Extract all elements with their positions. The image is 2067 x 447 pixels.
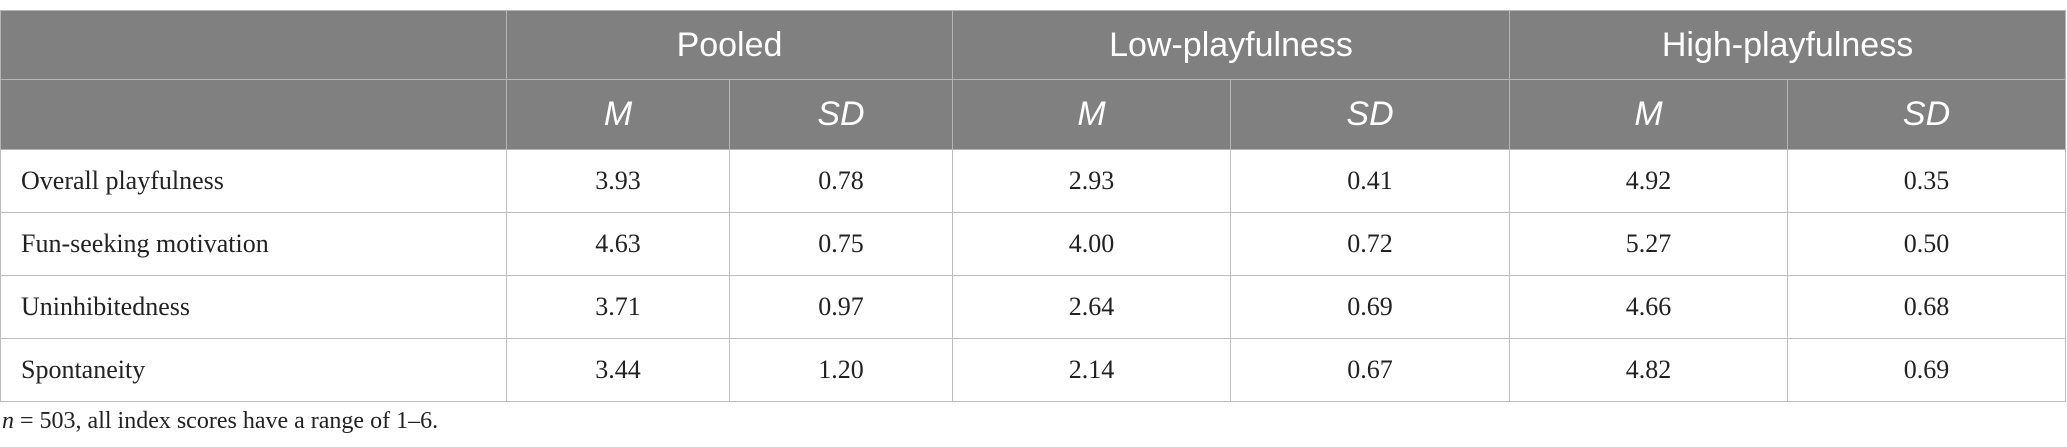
cell-value: 3.71 bbox=[506, 275, 730, 339]
group-header-row: Pooled Low-playfulness High-playfulness bbox=[0, 10, 2067, 80]
corner-cell bbox=[0, 79, 507, 150]
cell-value: 0.97 bbox=[729, 275, 953, 339]
cell-value: 0.69 bbox=[1787, 338, 2067, 402]
cell-value: 4.63 bbox=[506, 212, 730, 276]
table-row: Spontaneity 3.44 1.20 2.14 0.67 4.82 0.69 bbox=[0, 338, 2067, 402]
row-label: Uninhibitedness bbox=[0, 275, 507, 339]
cell-value: 0.69 bbox=[1229, 275, 1511, 339]
cell-value: 0.72 bbox=[1229, 212, 1511, 276]
sub-header: SD bbox=[1787, 79, 2067, 150]
cell-value: 0.67 bbox=[1229, 338, 1511, 402]
group-header: Pooled bbox=[506, 10, 953, 80]
sub-header: M bbox=[1509, 79, 1789, 150]
footnote-text: = 503, all index scores have a range of … bbox=[14, 408, 439, 434]
table-row: Fun-seeking motivation 4.63 0.75 4.00 0.72 5.… bbox=[0, 212, 2067, 276]
table-row: Uninhibitedness 3.71 0.97 2.64 0.69 4.66 0.68 bbox=[0, 275, 2067, 339]
cell-value: 0.41 bbox=[1229, 149, 1511, 213]
sub-header: SD bbox=[1229, 79, 1511, 150]
cell-value: 3.44 bbox=[506, 338, 730, 402]
cell-value: 2.14 bbox=[952, 338, 1231, 402]
cell-value: 5.27 bbox=[1509, 212, 1789, 276]
cell-value: 0.75 bbox=[729, 212, 953, 276]
cell-value: 4.82 bbox=[1509, 338, 1789, 402]
footnote-variable: n bbox=[2, 408, 14, 434]
cell-value: 3.93 bbox=[506, 149, 730, 213]
cell-value: 0.78 bbox=[729, 149, 953, 213]
row-label: Overall playfulness bbox=[0, 149, 507, 213]
cell-value: 2.93 bbox=[952, 149, 1231, 213]
cell-value: 4.00 bbox=[952, 212, 1231, 276]
group-header: Low-playfulness bbox=[951, 10, 1511, 80]
cell-value: 0.68 bbox=[1787, 275, 2067, 339]
footnote: n = 503, all index scores have a range o… bbox=[2, 408, 438, 435]
table-row: Overall playfulness 3.93 0.78 2.93 0.41 4.92 0… bbox=[0, 149, 2067, 213]
subheader-row: M SD M SD M SD bbox=[0, 79, 2067, 150]
row-label: Spontaneity bbox=[0, 338, 507, 402]
table-body: Overall playfulness 3.93 0.78 2.93 0.41 4.92 0… bbox=[0, 149, 2067, 402]
cell-value: 0.35 bbox=[1787, 149, 2067, 213]
cell-value: 0.50 bbox=[1787, 212, 2067, 276]
sub-header: SD bbox=[729, 79, 953, 150]
sub-header: M bbox=[506, 79, 730, 150]
sub-header: M bbox=[952, 79, 1231, 150]
corner-cell bbox=[0, 10, 507, 80]
group-header: High-playfulness bbox=[1509, 10, 2067, 80]
cell-value: 4.66 bbox=[1509, 275, 1789, 339]
cell-value: 2.64 bbox=[952, 275, 1231, 339]
row-label: Fun-seeking motivation bbox=[0, 212, 507, 276]
cell-value: 4.92 bbox=[1509, 149, 1789, 213]
cell-value: 1.20 bbox=[729, 338, 953, 402]
